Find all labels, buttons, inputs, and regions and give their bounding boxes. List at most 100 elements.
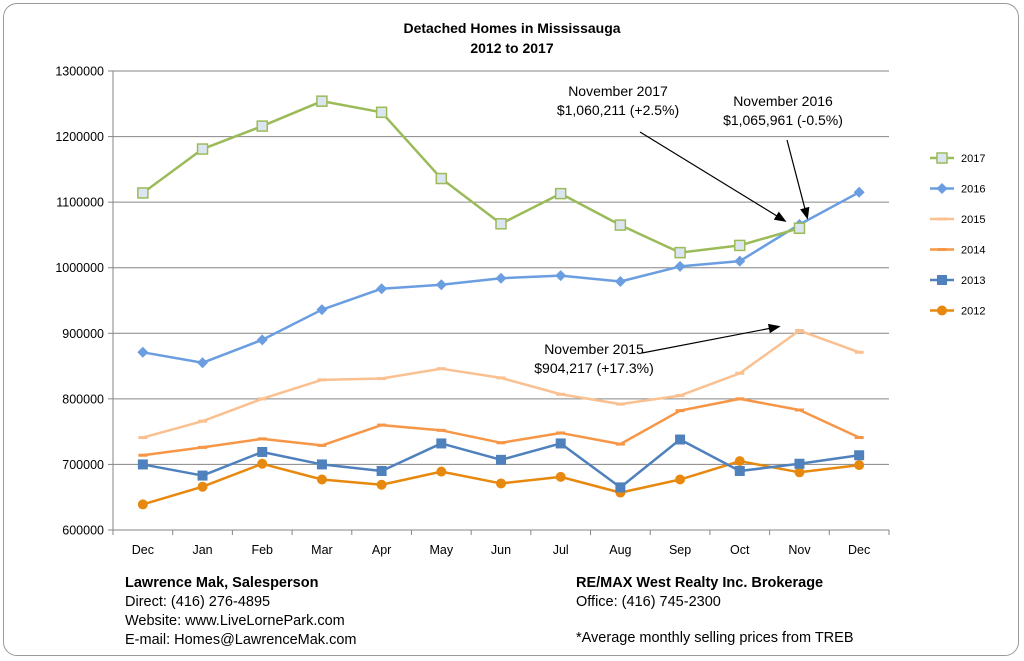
legend-swatch-marker	[937, 275, 947, 285]
series-2013	[137, 434, 865, 493]
data-point	[137, 499, 148, 510]
legend-item: 2016	[930, 183, 985, 196]
data-point	[137, 187, 149, 199]
data-point	[436, 428, 446, 432]
data-point	[854, 436, 864, 440]
data-point	[793, 222, 806, 234]
data-point	[556, 392, 566, 396]
data-point	[197, 357, 209, 369]
series-2014	[138, 397, 864, 457]
x-tick-label: Apr	[372, 543, 391, 557]
y-tick-label: 900000	[62, 327, 104, 341]
legend-item: 2012	[930, 305, 985, 318]
data-point	[257, 437, 267, 441]
data-point	[375, 106, 388, 119]
y-tick-label: 800000	[62, 392, 104, 406]
data-point	[495, 218, 507, 230]
legend-item: 2017	[930, 152, 985, 165]
data-point	[436, 438, 447, 449]
data-point	[316, 304, 328, 316]
x-tick-label: Oct	[730, 543, 750, 557]
series-2016	[137, 186, 865, 369]
annotation-text: November 2017	[568, 83, 668, 99]
agent-email: E-mail: Homes@LawrenceMak.com	[125, 632, 357, 648]
brokerage-name: RE/MAX West Realty Inc. Brokerage	[576, 575, 824, 591]
data-point	[675, 394, 685, 398]
data-point	[436, 466, 447, 477]
data-point	[496, 454, 506, 465]
legend-label: 2016	[961, 184, 985, 196]
data-point	[257, 446, 268, 457]
data-point	[316, 459, 327, 470]
data-point	[197, 481, 208, 492]
data-point	[197, 470, 208, 481]
data-point	[317, 443, 327, 447]
legend-swatch-marker	[936, 183, 948, 194]
data-point	[735, 371, 745, 375]
data-point	[198, 419, 208, 423]
x-tick-label: Sep	[669, 543, 691, 557]
agent-website: Website: www.LiveLornePark.com	[125, 613, 345, 629]
annotation-text: November 2016	[733, 93, 833, 109]
x-tick-label: Jan	[192, 543, 212, 557]
data-point	[435, 172, 448, 185]
y-tick-label: 1000000	[55, 261, 104, 275]
x-tick-label: May	[429, 543, 453, 557]
data-point	[138, 436, 148, 440]
data-point	[377, 377, 387, 381]
y-tick-label: 1100000	[56, 196, 104, 210]
brokerage-contact: RE/MAX West Realty Inc. Brokerage Office…	[576, 574, 823, 612]
x-tick-label: Jul	[553, 543, 569, 557]
brokerage-office: Office: (416) 745-2300	[576, 594, 721, 610]
data-point	[675, 409, 685, 413]
legend-swatch-marker	[937, 217, 947, 221]
data-point	[794, 329, 804, 333]
annotation-text: $1,065,961 (-0.5%)	[723, 112, 843, 128]
data-point	[794, 408, 804, 412]
data-point	[257, 397, 267, 401]
data-point	[853, 186, 865, 198]
series-2017	[137, 95, 806, 259]
data-point	[854, 460, 865, 471]
x-tick-label: Nov	[788, 543, 811, 557]
x-tick-label: Dec	[132, 543, 154, 557]
data-point	[376, 465, 387, 476]
data-point	[735, 397, 745, 401]
x-tick-label: Feb	[251, 543, 273, 557]
chart-frame	[3, 3, 1019, 656]
data-point	[556, 431, 566, 435]
data-point	[675, 434, 686, 445]
legend-label: 2013	[961, 275, 985, 287]
data-point	[614, 219, 627, 231]
x-tick-label: Jun	[491, 543, 511, 557]
data-point	[435, 279, 447, 291]
legend-label: 2017	[961, 153, 985, 165]
legend-item: 2014	[930, 245, 985, 257]
data-point	[317, 378, 327, 382]
legend-swatch-marker	[937, 248, 947, 251]
data-point	[436, 367, 446, 371]
legend-swatch-marker	[937, 305, 947, 316]
data-point	[615, 442, 625, 446]
data-point	[196, 143, 209, 155]
data-point	[615, 402, 625, 406]
data-point	[138, 453, 148, 457]
x-tick-label: Mar	[311, 543, 333, 557]
data-point	[137, 459, 148, 470]
data-point	[854, 450, 865, 461]
agent-phone: Direct: (416) 276-4895	[125, 594, 271, 610]
data-point	[316, 474, 327, 485]
data-point	[794, 467, 805, 478]
y-tick-label: 1300000	[55, 65, 104, 79]
data-point	[377, 423, 387, 427]
source-note: *Average monthly selling prices from TRE…	[576, 630, 854, 646]
legend-label: 2014	[961, 245, 985, 257]
data-point	[555, 270, 567, 282]
data-point	[137, 346, 149, 358]
legend-item: 2013	[930, 275, 985, 287]
legend-label: 2015	[961, 214, 985, 226]
data-point	[257, 458, 268, 469]
agent-name: Lawrence Mak, Salesperson	[125, 575, 319, 591]
data-point	[256, 334, 268, 346]
x-tick-label: Aug	[609, 543, 631, 557]
